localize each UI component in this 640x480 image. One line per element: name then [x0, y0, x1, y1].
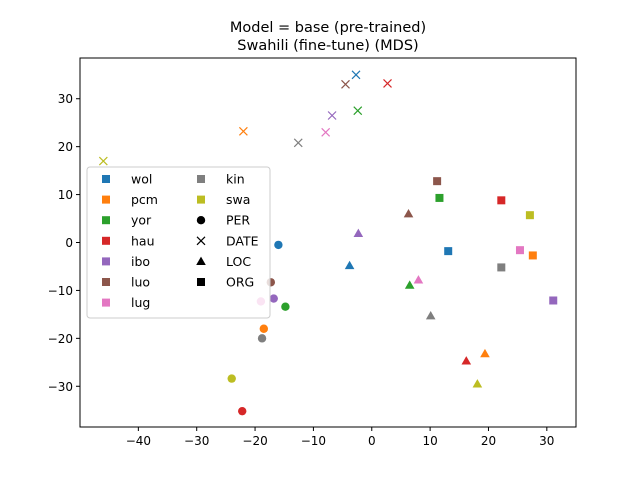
- legend-marker-wol: [102, 175, 110, 183]
- legend-label-date: DATE: [226, 233, 259, 248]
- point-lug-org: [515, 246, 524, 255]
- legend-marker-loc: [196, 256, 206, 265]
- point-hau-date: [383, 78, 392, 88]
- point-yor-org: [435, 193, 444, 202]
- legend-label-pcm: pcm: [131, 192, 158, 207]
- point-kin-org: [497, 263, 506, 272]
- point-yor-per: [281, 302, 290, 311]
- axis-ticks: −40 −30 −20 −10 0 10 20 30 −30 −20 −10 0 10 20 30: [48, 92, 555, 448]
- legend-marker-kin: [197, 175, 205, 183]
- point-yor-date: [353, 106, 363, 116]
- point-swa-org: [525, 211, 534, 220]
- legend-marker-lug: [102, 298, 110, 307]
- legend-marker-yor: [102, 216, 110, 225]
- legend-box: [86, 166, 271, 319]
- point-ibo-date: [327, 111, 337, 120]
- point-swa-per: [227, 374, 236, 383]
- legend-marker-pcm: [102, 195, 110, 204]
- point-kin-loc: [425, 311, 436, 320]
- point-kin-date: [293, 138, 303, 148]
- y-tick-label: −30: [48, 380, 73, 394]
- legend-label-loc: LOC: [226, 254, 251, 269]
- legend-label-per: PER: [226, 213, 250, 228]
- legend-label-ibo: ibo: [131, 254, 150, 269]
- point-lug-loc: [413, 275, 424, 284]
- x-tick-label: −40: [126, 434, 151, 448]
- plot-area-frame: [79, 57, 577, 428]
- y-tick-label: 0: [65, 236, 73, 250]
- point-wol-date: [351, 70, 361, 80]
- legend-label-yor: yor: [131, 213, 152, 228]
- point-luo-loc: [403, 208, 414, 218]
- x-tick-label: −20: [242, 434, 267, 448]
- x-tick-label: −10: [301, 434, 326, 448]
- point-pcm-date: [238, 126, 248, 136]
- legend-label-org: ORG: [226, 275, 254, 290]
- legend-marker-ibo: [102, 257, 110, 266]
- legend-label-swa: swa: [226, 192, 250, 207]
- point-ibo-org: [549, 296, 558, 305]
- point-hau-loc: [461, 356, 472, 365]
- point-wol-per: [274, 240, 283, 250]
- chart-title: Model = base (pre-trained): [230, 20, 426, 36]
- y-tick-label: −10: [48, 284, 73, 298]
- x-tick-label: 10: [422, 434, 437, 448]
- legend-marker-luo: [102, 278, 110, 286]
- point-hau-org: [497, 196, 506, 205]
- point-pcm-org: [528, 251, 537, 260]
- point-wol-org: [444, 247, 453, 256]
- legend-label-luo: luo: [131, 275, 150, 290]
- legend-label-lug: lug: [131, 295, 150, 310]
- point-yor-loc: [404, 280, 415, 289]
- legend-marker-swa: [197, 195, 205, 204]
- legend-marker-per: [196, 216, 206, 225]
- y-tick-label: −20: [48, 332, 73, 346]
- y-tick-label: 10: [58, 188, 73, 202]
- chart-subtitle: Swahili (fine-tune) (MDS): [237, 38, 418, 54]
- point-pcm-per: [259, 324, 269, 333]
- y-tick-label: 20: [58, 140, 73, 154]
- x-tick-label: 0: [368, 434, 376, 448]
- point-lug-date: [321, 127, 331, 137]
- legend: wol pcm yor hau ibo luo lug kin swa PER DATE LOC ORG: [86, 166, 271, 319]
- legend-marker-org: [197, 278, 205, 286]
- legend-label-wol: wol: [131, 172, 152, 187]
- point-wol-loc: [344, 260, 355, 270]
- legend-marker-date: [196, 236, 206, 246]
- point-kin-per: [257, 334, 267, 343]
- point-hau-per: [238, 406, 247, 416]
- point-pcm-loc: [480, 348, 490, 358]
- point-swa-loc: [472, 379, 483, 388]
- point-swa-date: [98, 156, 108, 166]
- x-tick-label: −30: [184, 434, 209, 448]
- point-luo-org: [433, 177, 442, 186]
- legend-label-hau: hau: [131, 233, 155, 248]
- legend-marker-hau: [102, 236, 110, 245]
- point-luo-date: [341, 79, 350, 89]
- y-tick-label: 30: [58, 92, 73, 106]
- legend-label-kin: kin: [226, 172, 245, 187]
- x-tick-label: 20: [481, 434, 496, 448]
- point-ibo-per: [269, 294, 278, 303]
- x-tick-label: 30: [539, 434, 554, 448]
- point-ibo-loc: [353, 228, 364, 237]
